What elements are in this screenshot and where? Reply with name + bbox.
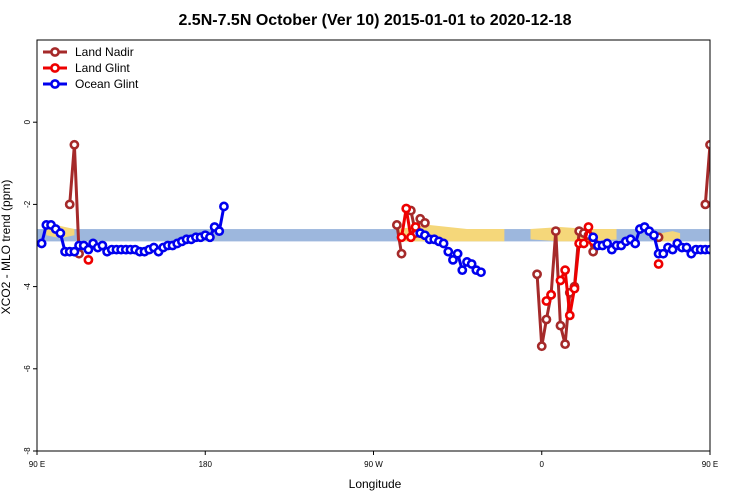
ocean-glint-point — [466, 259, 477, 269]
ocean-glint-point — [457, 265, 468, 276]
land-glint-point — [401, 203, 412, 214]
y-tick-label: -4 — [23, 282, 32, 290]
ocean-glint-point — [705, 244, 710, 255]
land-nadir-point — [560, 339, 571, 350]
ocean-glint-point — [219, 201, 229, 212]
land-nadir-line — [535, 229, 595, 348]
ocean-glint-point — [630, 238, 641, 249]
ocean-glint-point — [588, 232, 599, 243]
land-shading-region — [661, 231, 681, 242]
land-nadir-point — [420, 217, 430, 228]
land-nadir-point — [709, 252, 710, 256]
land-nadir-point — [396, 248, 407, 259]
x-tick-label: 90 E — [702, 460, 718, 469]
land-glint-point — [555, 275, 566, 286]
y-tick-label: 0 — [23, 119, 32, 124]
ocean-glint-point — [69, 246, 80, 257]
chart-title: 2.5N-7.5N October (Ver 10) 2015-01-01 to… — [178, 12, 571, 29]
land-nadir-point — [536, 341, 547, 352]
ocean-glint-point — [448, 254, 458, 265]
land-nadir-point — [64, 199, 75, 210]
x-tick-label: 90 E — [29, 460, 45, 469]
ocean-glint-point — [443, 246, 454, 257]
y-tick-label: -2 — [23, 200, 32, 208]
y-axis-label: XCO2 - MLO trend (ppm) — [0, 180, 13, 315]
ocean-glint-point — [83, 244, 94, 255]
legend-item-ocean-glint: Ocean Glint — [43, 77, 139, 91]
ocean-glint-point — [438, 238, 449, 249]
land-nadir-point — [700, 199, 710, 210]
legend: Land Nadir Land Glint Ocean Glint — [43, 45, 139, 91]
ocean-glint-point — [658, 248, 669, 259]
land-nadir-line — [703, 143, 710, 205]
land-shading-region — [530, 227, 617, 242]
legend-swatch-marker — [50, 47, 60, 57]
legend-label: Land Nadir — [75, 45, 134, 59]
land-nadir-point — [550, 226, 561, 237]
ocean-glint-point — [97, 240, 108, 251]
land-glint-point — [405, 232, 416, 243]
land-glint-point — [396, 232, 407, 243]
legend-swatch-marker — [50, 79, 60, 89]
legend-label: Ocean Glint — [75, 77, 139, 91]
y-tick-label: -6 — [23, 365, 32, 373]
y-axis: 0 -2 -4 -6 -8 — [23, 119, 37, 455]
land-glint-point — [653, 259, 664, 269]
land-shading-region — [732, 229, 750, 243]
ocean-glint-point — [37, 238, 47, 249]
land-glint-point — [578, 238, 589, 249]
plot-area — [37, 139, 750, 352]
y-tick-label: -8 — [23, 447, 32, 455]
x-axis-label: Longitude — [349, 477, 402, 491]
land-glint-point — [564, 310, 575, 321]
x-tick-label: 90 W — [364, 460, 383, 469]
land-nadir-point — [391, 220, 402, 230]
land-nadir-point — [588, 246, 599, 257]
land-nadir-point — [555, 320, 566, 331]
x-axis: 90 E 180 90 W 0 90 E — [29, 451, 718, 469]
x-tick-label: 180 — [199, 460, 213, 469]
legend-label: Land Glint — [75, 61, 130, 75]
land-nadir-point — [69, 139, 80, 150]
ocean-glint-point — [452, 248, 463, 259]
ocean-glint-point — [205, 232, 215, 243]
land-glint-point — [569, 283, 580, 294]
legend-swatch-marker — [50, 63, 60, 73]
ocean-glint-point — [602, 238, 613, 249]
land-glint-point — [541, 296, 552, 306]
land-glint-point — [83, 254, 94, 265]
land-glint-point — [410, 222, 421, 232]
land-glint-point — [546, 289, 556, 300]
ocean-glint-point — [55, 228, 66, 239]
ocean-glint-point — [214, 226, 225, 237]
legend-item-land-glint: Land Glint — [43, 61, 130, 75]
land-glint-point — [716, 256, 723, 263]
land-glint-point — [583, 222, 594, 232]
legend-item-land-nadir: Land Nadir — [43, 45, 134, 59]
land-nadir-point — [541, 314, 552, 325]
ocean-glint-point — [681, 242, 692, 253]
ocean-glint-point — [667, 244, 678, 255]
land-glint-point — [560, 265, 571, 276]
land-nadir-point — [705, 139, 710, 150]
x-tick-label: 0 — [540, 460, 545, 469]
land-glint-line — [715, 252, 720, 260]
ocean-glint-point — [476, 267, 486, 278]
ocean-glint-point — [649, 230, 659, 241]
land-nadir-point — [532, 269, 542, 280]
land-glint-point — [709, 250, 710, 254]
